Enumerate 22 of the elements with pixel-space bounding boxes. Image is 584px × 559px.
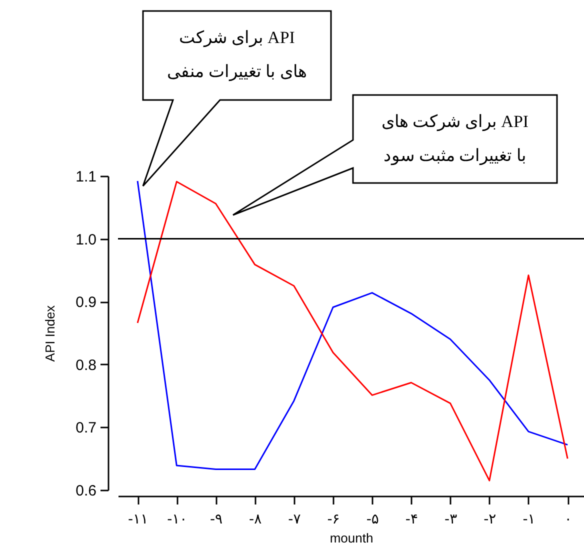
x-tick-label: ۰ — [564, 512, 572, 528]
x-tick-label: -۹ — [210, 512, 223, 528]
y-axis-title: API Index — [42, 304, 58, 362]
x-tick-label: -۲ — [484, 512, 496, 528]
text: API برای شرکت های با تغییرات مثبت سود — [380, 111, 530, 168]
x-tick-label: -۴ — [405, 512, 418, 528]
x-tick-label: -۱ — [522, 512, 536, 528]
y-tick-label: 0.9 — [76, 294, 96, 312]
y-tick-label: 0.7 — [76, 420, 96, 437]
y-tick-label: 1.1 — [76, 168, 96, 186]
x-tick-label: -۱۱ — [128, 512, 148, 528]
x-tick-label: -۶ — [327, 512, 340, 528]
x-tick-label: -۱۰ — [167, 512, 188, 528]
y-tick-label: 1.0 — [76, 231, 96, 248]
y-tick-label: 0.8 — [76, 356, 96, 374]
x-tick-label: -۸ — [249, 512, 262, 528]
x-axis-title: mounth — [330, 530, 374, 546]
x-tick-label: -۷ — [288, 512, 302, 528]
text: API برای شرکت های با تغییرات منفی — [167, 27, 307, 84]
x-tick-label: -۳ — [444, 512, 458, 528]
x-tick-label: -۵ — [366, 512, 379, 528]
y-tick-label: 0.6 — [76, 482, 96, 500]
